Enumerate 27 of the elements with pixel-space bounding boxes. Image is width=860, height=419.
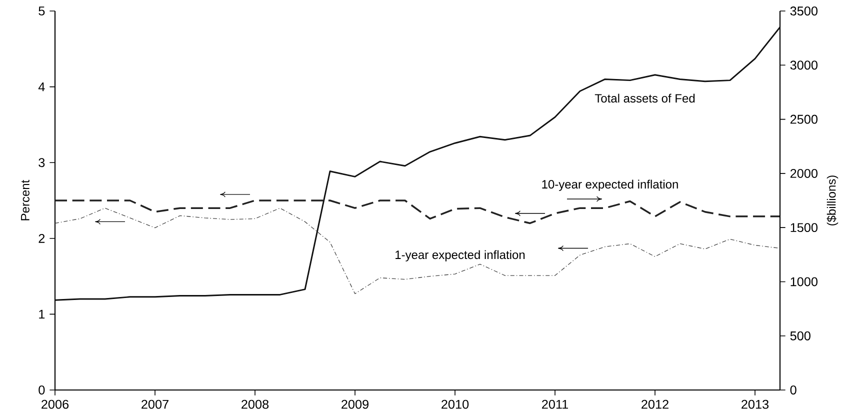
y-axis-title: Percent (21, 180, 30, 220)
x-tick-label: 2012 (642, 400, 668, 409)
series-label: 1-year expected inflation (396, 250, 525, 262)
y2-tick-label: 1500 (790, 223, 818, 232)
x-tick-label: 2009 (342, 400, 368, 409)
y-tick-label: 4 (38, 82, 45, 92)
y2-tick-label: 1000 (790, 277, 818, 286)
y-tick-label: 0 (38, 386, 45, 394)
x-tick-label: 2011 (542, 400, 568, 409)
y2-tick-label: 2000 (790, 168, 818, 178)
y2-tick-label: 3000 (790, 60, 818, 70)
x-tick-label: 2006 (42, 400, 69, 409)
y2-tick-label: 0 (790, 386, 796, 394)
y-tick-label: 5 (38, 6, 45, 16)
y-tick-label: 3 (38, 158, 45, 168)
y2-tick-label: 2500 (790, 114, 818, 124)
x-tick-label: 2013 (742, 400, 769, 409)
y-tick-label: 2 (38, 234, 45, 243)
y-tick-label: 1 (39, 310, 45, 319)
y2-tick-label: 3500 (790, 6, 818, 16)
x-tick-label: 2007 (142, 400, 168, 409)
x-tick-label: 2010 (442, 400, 469, 409)
x-tick-label: 2008 (242, 400, 269, 409)
y2-axis-title: ($billions) (826, 176, 838, 226)
series-label: 10-year expected inflation (542, 180, 678, 191)
series-label: Total assets of Fed (594, 94, 695, 103)
y2-tick-label: 500 (790, 331, 810, 340)
